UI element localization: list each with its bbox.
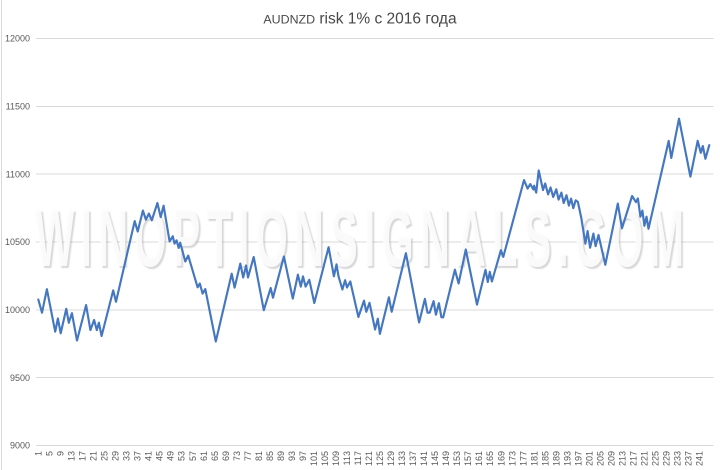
svg-text:153: 153 bbox=[452, 451, 462, 466]
svg-text:61: 61 bbox=[199, 451, 209, 461]
svg-text:73: 73 bbox=[232, 451, 242, 461]
svg-text:97: 97 bbox=[298, 451, 308, 461]
svg-text:53: 53 bbox=[177, 451, 187, 461]
svg-text:69: 69 bbox=[221, 451, 231, 461]
svg-text:137: 137 bbox=[408, 451, 418, 466]
svg-text:45: 45 bbox=[155, 451, 165, 461]
svg-text:117: 117 bbox=[353, 451, 363, 465]
svg-text:81: 81 bbox=[254, 451, 264, 461]
svg-text:209: 209 bbox=[606, 451, 616, 466]
svg-text:10000: 10000 bbox=[5, 305, 30, 315]
svg-text:125: 125 bbox=[375, 451, 385, 466]
svg-text:177: 177 bbox=[518, 451, 528, 466]
svg-text:12000: 12000 bbox=[5, 34, 30, 44]
svg-text:57: 57 bbox=[188, 451, 198, 461]
svg-text:221: 221 bbox=[639, 451, 649, 466]
svg-text:161: 161 bbox=[474, 451, 484, 466]
svg-text:37: 37 bbox=[133, 451, 143, 461]
svg-text:101: 101 bbox=[309, 451, 319, 466]
svg-text:89: 89 bbox=[276, 451, 286, 461]
svg-text:173: 173 bbox=[507, 451, 517, 466]
svg-text:10500: 10500 bbox=[5, 237, 30, 247]
svg-text:165: 165 bbox=[485, 451, 495, 466]
svg-text:17: 17 bbox=[78, 451, 88, 461]
svg-text:11500: 11500 bbox=[6, 102, 30, 112]
svg-text:77: 77 bbox=[243, 451, 253, 461]
svg-text:AUDNZD risk 1% с 2016 года: AUDNZD risk 1% с 2016 года bbox=[263, 10, 457, 27]
svg-text:141: 141 bbox=[419, 451, 429, 466]
svg-text:217: 217 bbox=[628, 451, 638, 466]
svg-text:129: 129 bbox=[386, 451, 396, 466]
svg-text:9500: 9500 bbox=[10, 373, 30, 383]
svg-text:133: 133 bbox=[397, 451, 407, 466]
svg-text:11000: 11000 bbox=[6, 169, 30, 179]
svg-text:169: 169 bbox=[496, 451, 506, 466]
svg-text:193: 193 bbox=[562, 451, 572, 466]
svg-text:85: 85 bbox=[265, 451, 275, 461]
svg-text:113: 113 bbox=[342, 451, 352, 465]
svg-text:13: 13 bbox=[67, 451, 77, 461]
svg-text:197: 197 bbox=[573, 451, 583, 466]
svg-text:25: 25 bbox=[100, 451, 110, 461]
svg-text:5: 5 bbox=[45, 451, 55, 456]
svg-text:41: 41 bbox=[144, 451, 154, 461]
svg-text:185: 185 bbox=[540, 451, 550, 466]
svg-text:93: 93 bbox=[287, 451, 297, 461]
svg-text:189: 189 bbox=[551, 451, 561, 466]
svg-text:149: 149 bbox=[441, 451, 451, 466]
svg-text:233: 233 bbox=[673, 451, 683, 466]
svg-text:157: 157 bbox=[463, 451, 473, 466]
svg-text:121: 121 bbox=[364, 451, 374, 466]
svg-text:237: 237 bbox=[684, 451, 694, 466]
svg-text:1: 1 bbox=[34, 451, 44, 456]
svg-text:201: 201 bbox=[584, 451, 594, 466]
svg-text:109: 109 bbox=[331, 451, 341, 466]
svg-text:225: 225 bbox=[651, 451, 661, 466]
svg-text:21: 21 bbox=[89, 451, 99, 461]
svg-text:229: 229 bbox=[662, 451, 672, 466]
svg-text:49: 49 bbox=[166, 451, 176, 461]
svg-text:65: 65 bbox=[210, 451, 220, 461]
svg-text:9000: 9000 bbox=[10, 441, 30, 451]
svg-text:241: 241 bbox=[695, 451, 705, 466]
svg-text:33: 33 bbox=[122, 451, 132, 461]
svg-text:213: 213 bbox=[617, 451, 627, 466]
svg-text:145: 145 bbox=[430, 451, 440, 466]
svg-text:105: 105 bbox=[320, 451, 330, 466]
svg-text:9: 9 bbox=[56, 451, 66, 456]
svg-text:WINOPTIONSIGNALS.COM: WINOPTIONSIGNALS.COM bbox=[35, 193, 690, 284]
svg-text:29: 29 bbox=[111, 451, 121, 461]
svg-text:181: 181 bbox=[529, 451, 539, 466]
svg-text:205: 205 bbox=[595, 451, 605, 466]
